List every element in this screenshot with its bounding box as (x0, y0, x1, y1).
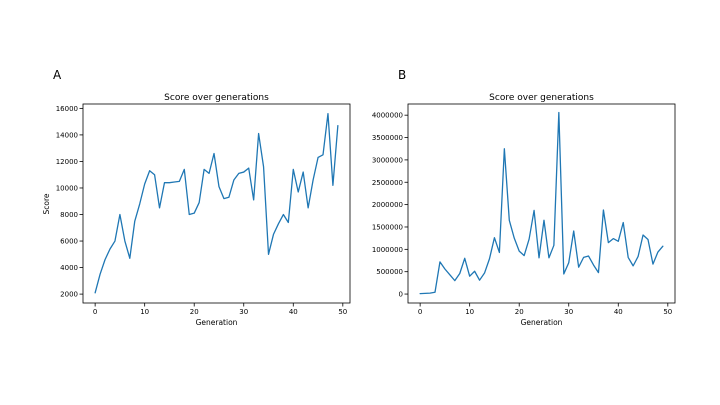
panel-a-letter: A (53, 68, 62, 82)
chart-b-title: Score over generations (489, 93, 594, 103)
chart-a-ytick-label: 14000 (56, 131, 78, 139)
chart-b-xtick-label: 10 (465, 308, 474, 316)
chart-a-ytick-label: 12000 (56, 158, 78, 166)
chart-b-plot: 0 10 20 30 40 50 0 500000 1000000 1500000 2000000 2… (372, 103, 676, 316)
chart-a-xtick-label: 0 (93, 308, 97, 316)
chart-a-ytick-label: 8000 (60, 211, 78, 219)
panel-b-letter: B (398, 68, 406, 82)
chart-b-ytick-label: 500000 (376, 268, 403, 276)
chart-a-plot: 0 10 20 30 40 50 2000 4000 6000 8000 10000 12000 140… (56, 103, 351, 316)
chart-a-ytick-label: 10000 (56, 184, 78, 192)
chart-a-xtick-label: 30 (239, 308, 248, 316)
chart-a-title: Score over generations (164, 93, 269, 103)
chart-a-ylabel: Score (42, 193, 51, 214)
chart-b-xtick-label: 0 (418, 308, 422, 316)
chart-a-xtick-label: 40 (289, 308, 298, 316)
chart-b-xtick-label: 40 (614, 308, 623, 316)
chart-a-ytick-label: 6000 (60, 238, 78, 246)
chart-b-ytick-label: 2000000 (372, 201, 403, 209)
chart-b-series-line (419, 111, 664, 295)
chart-b-ytick-label: 3000000 (372, 156, 403, 164)
chart-b-xtick-label: 50 (663, 308, 672, 316)
chart-a-series-line (94, 113, 339, 294)
chart-b-xlabel: Generation (521, 318, 563, 327)
chart-a-ytick-label: 4000 (60, 264, 78, 272)
chart-a-xtick-label: 20 (190, 308, 199, 316)
panel-b: B Score over generations 0 10 20 30 40 50 0 500… (372, 68, 676, 327)
chart-a-ytick-label: 16000 (56, 105, 78, 113)
chart-b-ytick-label: 1500000 (372, 223, 403, 231)
panel-a: A Score over generations 0 10 20 30 40 50 2000… (42, 68, 351, 327)
chart-b-ytick-label: 3500000 (372, 134, 403, 142)
chart-a-xtick-label: 50 (338, 308, 347, 316)
chart-a-xlabel: Generation (196, 318, 238, 327)
chart-b-ytick-label: 1000000 (372, 246, 403, 254)
chart-b-ytick-label: 2500000 (372, 179, 403, 187)
chart-b-xtick-label: 30 (564, 308, 573, 316)
chart-a-xtick-label: 10 (140, 308, 149, 316)
chart-b-frame (407, 103, 676, 304)
chart-b-xtick-label: 20 (515, 308, 524, 316)
chart-b-ytick-label: 0 (399, 291, 403, 299)
chart-a-frame (82, 103, 351, 304)
chart-a-ytick-label: 2000 (60, 291, 78, 299)
chart-b-ytick-label: 4000000 (372, 112, 403, 120)
